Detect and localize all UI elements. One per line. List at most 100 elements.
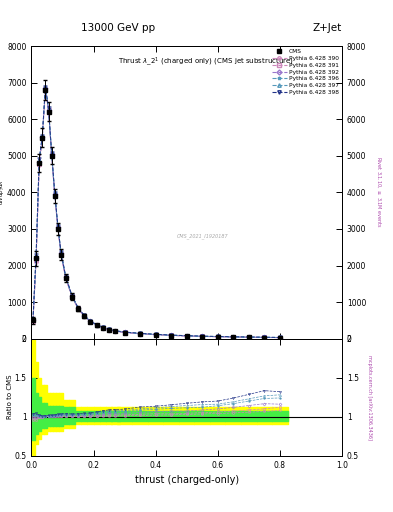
Line: Pythia 6.428 398: Pythia 6.428 398 bbox=[31, 85, 281, 339]
Pythia 6.428 391 bbox=[101, 325, 105, 331]
Pythia 6.428 392 bbox=[107, 327, 112, 333]
Pythia 6.428 392 bbox=[52, 191, 57, 197]
Pythia 6.428 398 bbox=[153, 331, 158, 337]
Pythia 6.428 390 bbox=[94, 323, 99, 329]
Pythia 6.428 396 bbox=[63, 273, 68, 280]
Pythia 6.428 390 bbox=[122, 330, 127, 336]
Pythia 6.428 397 bbox=[37, 157, 42, 163]
Pythia 6.428 397 bbox=[101, 324, 105, 330]
Pythia 6.428 396 bbox=[70, 292, 74, 298]
Pythia 6.428 390 bbox=[231, 334, 236, 340]
Pythia 6.428 391 bbox=[31, 317, 35, 324]
Line: Pythia 6.428 392: Pythia 6.428 392 bbox=[31, 87, 281, 339]
Pythia 6.428 390 bbox=[113, 328, 118, 334]
Pythia 6.428 392 bbox=[55, 224, 60, 230]
Text: CMS_2021_I1920187: CMS_2021_I1920187 bbox=[176, 233, 228, 239]
Pythia 6.428 396 bbox=[101, 325, 105, 331]
Pythia 6.428 392 bbox=[215, 334, 220, 340]
Y-axis label: Rivet 3.1.10, $\geq$ 3.1M events: Rivet 3.1.10, $\geq$ 3.1M events bbox=[375, 157, 382, 228]
Pythia 6.428 397 bbox=[138, 330, 143, 336]
Pythia 6.428 392 bbox=[277, 334, 282, 340]
Pythia 6.428 391 bbox=[40, 135, 45, 141]
Pythia 6.428 392 bbox=[94, 322, 99, 328]
Pythia 6.428 392 bbox=[88, 318, 93, 325]
Pythia 6.428 397 bbox=[113, 328, 118, 334]
Pythia 6.428 390 bbox=[215, 334, 220, 340]
Pythia 6.428 396 bbox=[122, 329, 127, 335]
Pythia 6.428 390 bbox=[59, 251, 63, 257]
Pythia 6.428 392 bbox=[200, 333, 205, 339]
Pythia 6.428 392 bbox=[153, 331, 158, 337]
Pythia 6.428 397 bbox=[55, 223, 60, 229]
Pythia 6.428 391 bbox=[169, 332, 174, 338]
Y-axis label: $\frac{1}{\mathrm{d}N}\frac{\mathrm{d}^2N}{\mathrm{d}p_T\mathrm{d}\lambda}$: $\frac{1}{\mathrm{d}N}\frac{\mathrm{d}^2… bbox=[0, 179, 6, 205]
Pythia 6.428 390 bbox=[200, 333, 205, 339]
Pythia 6.428 396 bbox=[107, 326, 112, 332]
Pythia 6.428 396 bbox=[52, 190, 57, 197]
Pythia 6.428 391 bbox=[107, 327, 112, 333]
Pythia 6.428 390 bbox=[138, 331, 143, 337]
X-axis label: thrust (charged-only): thrust (charged-only) bbox=[135, 475, 239, 485]
Pythia 6.428 396 bbox=[231, 334, 236, 340]
Pythia 6.428 396 bbox=[88, 318, 93, 324]
Pythia 6.428 391 bbox=[215, 334, 220, 340]
Pythia 6.428 390 bbox=[43, 86, 48, 92]
Pythia 6.428 391 bbox=[122, 329, 127, 335]
Pythia 6.428 391 bbox=[88, 318, 93, 325]
Pythia 6.428 392 bbox=[169, 332, 174, 338]
Pythia 6.428 390 bbox=[76, 306, 81, 312]
Pythia 6.428 391 bbox=[55, 225, 60, 231]
Pythia 6.428 398 bbox=[246, 334, 251, 340]
Pythia 6.428 397 bbox=[63, 273, 68, 280]
Pythia 6.428 397 bbox=[184, 333, 189, 339]
Pythia 6.428 390 bbox=[107, 327, 112, 333]
Pythia 6.428 390 bbox=[37, 162, 42, 168]
Pythia 6.428 398 bbox=[169, 332, 174, 338]
Pythia 6.428 392 bbox=[49, 151, 54, 157]
Pythia 6.428 396 bbox=[82, 313, 86, 319]
Pythia 6.428 392 bbox=[122, 329, 127, 335]
Pythia 6.428 391 bbox=[34, 257, 39, 263]
Pythia 6.428 396 bbox=[46, 106, 51, 112]
Pythia 6.428 397 bbox=[262, 334, 267, 340]
Pythia 6.428 391 bbox=[138, 331, 143, 337]
Pythia 6.428 390 bbox=[55, 225, 60, 231]
Pythia 6.428 392 bbox=[43, 85, 48, 91]
Pythia 6.428 397 bbox=[231, 334, 236, 340]
Pythia 6.428 396 bbox=[138, 330, 143, 336]
Pythia 6.428 392 bbox=[113, 328, 118, 334]
Pythia 6.428 390 bbox=[34, 259, 39, 265]
Pythia 6.428 390 bbox=[40, 135, 45, 141]
Pythia 6.428 398 bbox=[113, 328, 118, 334]
Pythia 6.428 392 bbox=[246, 334, 251, 340]
Line: Pythia 6.428 396: Pythia 6.428 396 bbox=[31, 86, 281, 339]
Pythia 6.428 396 bbox=[55, 223, 60, 229]
Pythia 6.428 390 bbox=[46, 108, 51, 114]
Pythia 6.428 392 bbox=[34, 255, 39, 261]
Pythia 6.428 390 bbox=[262, 334, 267, 340]
Pythia 6.428 398 bbox=[184, 333, 189, 339]
Pythia 6.428 397 bbox=[49, 150, 54, 156]
Pythia 6.428 398 bbox=[107, 326, 112, 332]
Pythia 6.428 398 bbox=[277, 334, 282, 340]
Pythia 6.428 390 bbox=[169, 332, 174, 338]
Pythia 6.428 396 bbox=[277, 334, 282, 340]
Pythia 6.428 398 bbox=[37, 156, 42, 162]
Pythia 6.428 391 bbox=[262, 334, 267, 340]
Pythia 6.428 398 bbox=[94, 322, 99, 328]
Pythia 6.428 396 bbox=[113, 328, 118, 334]
Pythia 6.428 397 bbox=[82, 312, 86, 318]
Pythia 6.428 391 bbox=[82, 313, 86, 319]
Y-axis label: Ratio to CMS: Ratio to CMS bbox=[7, 375, 13, 419]
Pythia 6.428 390 bbox=[52, 192, 57, 198]
Pythia 6.428 396 bbox=[37, 158, 42, 164]
Pythia 6.428 397 bbox=[70, 292, 74, 298]
Pythia 6.428 392 bbox=[46, 106, 51, 113]
Pythia 6.428 398 bbox=[101, 324, 105, 330]
Pythia 6.428 392 bbox=[76, 305, 81, 311]
Pythia 6.428 397 bbox=[200, 333, 205, 339]
Pythia 6.428 396 bbox=[40, 133, 45, 139]
Pythia 6.428 397 bbox=[34, 252, 39, 259]
Pythia 6.428 397 bbox=[107, 326, 112, 332]
Pythia 6.428 398 bbox=[40, 133, 45, 139]
